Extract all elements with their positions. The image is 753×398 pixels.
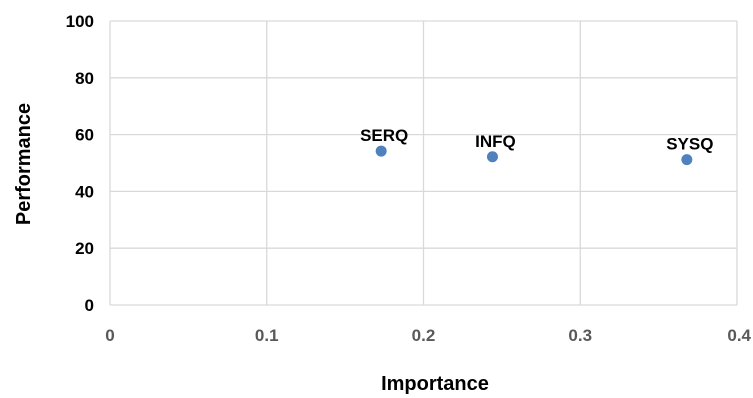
x-axis-ticks: 0 0.1 0.2 0.3 0.4 (105, 326, 751, 345)
y-tick-label: 0 (85, 296, 94, 315)
y-tick-label: 60 (75, 126, 94, 145)
y-axis-title: Performance (13, 103, 35, 225)
data-point-sysq (681, 154, 693, 166)
data-label-sysq: SYSQ (666, 135, 713, 154)
data-label-infq: INFQ (475, 132, 516, 151)
x-tick-label: 0 (105, 326, 114, 345)
x-tick-label: 0.2 (412, 326, 436, 345)
data-point-labels: SERQ INFQ SYSQ (360, 126, 713, 154)
data-points (375, 145, 693, 166)
x-axis-title: Importance (381, 373, 489, 395)
y-axis-ticks: 0 20 40 60 80 100 (66, 12, 94, 315)
data-point-infq (486, 151, 498, 163)
y-tick-label: 20 (75, 239, 94, 258)
data-label-serq: SERQ (360, 126, 408, 145)
data-point-serq (375, 145, 387, 157)
x-tick-label: 0.1 (255, 326, 279, 345)
y-tick-label: 80 (75, 69, 94, 88)
grid-lines (109, 20, 738, 306)
y-tick-label: 40 (75, 182, 94, 201)
y-tick-label: 100 (66, 12, 94, 31)
x-tick-label: 0.3 (568, 326, 592, 345)
x-tick-label: 0.4 (727, 326, 751, 345)
